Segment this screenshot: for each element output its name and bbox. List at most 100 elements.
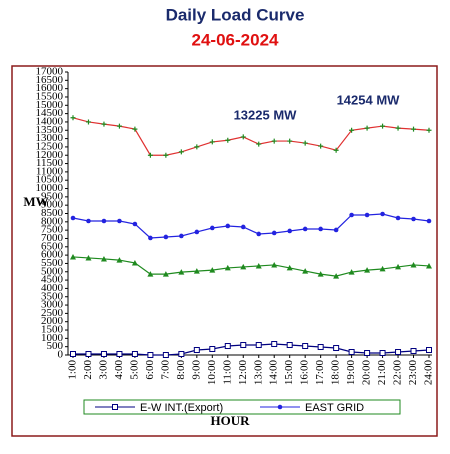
y-tick-label: 3500 [41, 290, 64, 302]
y-tick-label: 500 [47, 340, 64, 352]
marker [85, 119, 91, 125]
marker [163, 234, 169, 240]
marker [147, 271, 154, 277]
legend-label: EAST GRID [305, 402, 364, 414]
x-tick-label: 17:00 [314, 360, 326, 386]
series-line [73, 343, 430, 356]
marker [70, 115, 76, 121]
marker [132, 221, 138, 227]
marker [116, 257, 123, 263]
y-tick-label: 1500 [41, 324, 64, 336]
marker [101, 218, 107, 224]
marker [101, 121, 107, 127]
x-tick-label: 1:00 [67, 360, 79, 380]
marker [256, 231, 262, 237]
y-tick-label: 7000 [41, 232, 64, 244]
marker [426, 218, 432, 224]
y-tick-label: 2500 [41, 307, 64, 319]
marker [148, 235, 153, 241]
y-tick-label: 16000 [36, 82, 64, 94]
marker [364, 267, 371, 273]
marker [302, 140, 308, 146]
x-tick-label: 11:00 [221, 360, 233, 385]
marker [147, 152, 153, 158]
marker [132, 126, 138, 132]
marker [194, 144, 200, 150]
marker [100, 351, 107, 358]
marker [162, 271, 169, 277]
y-tick-label: 2000 [41, 315, 64, 327]
x-tick-label: 10:00 [206, 360, 218, 386]
marker [395, 263, 402, 270]
legend [83, 399, 401, 415]
y-tick-label: 14000 [36, 115, 64, 127]
marker [410, 261, 417, 268]
marker [426, 347, 432, 354]
marker [318, 143, 324, 149]
marker [302, 226, 308, 232]
marker [209, 139, 215, 145]
annotation: 14254 MW [337, 92, 401, 107]
y-tick-label: 6500 [41, 240, 64, 252]
x-tick-label: 24:00 [423, 360, 435, 386]
marker [349, 127, 355, 133]
y-tick-label: 16500 [36, 74, 64, 86]
marker [86, 218, 91, 224]
marker [411, 126, 417, 132]
marker [100, 255, 107, 262]
x-tick-label: 13:00 [252, 360, 264, 386]
marker [426, 262, 432, 269]
x-tick-label: 5:00 [128, 360, 140, 380]
marker [286, 342, 293, 349]
y-tick-label: 0 [58, 349, 64, 361]
y-tick-label: 9500 [41, 190, 64, 202]
x-tick-label: 22:00 [392, 360, 404, 386]
marker [209, 346, 216, 353]
y-tick-label: 11000 [36, 165, 64, 177]
marker [240, 263, 247, 270]
marker [131, 259, 138, 266]
y-tick-label: 3000 [41, 299, 64, 311]
marker [364, 212, 370, 218]
marker [85, 254, 92, 261]
x-tick-label: 23:00 [407, 360, 419, 386]
legend-label: E-W INT.(Export) [140, 402, 223, 414]
x-tick-label: 18:00 [330, 360, 342, 386]
marker [85, 351, 92, 358]
marker [271, 261, 278, 268]
x-tick-label: 14:00 [268, 360, 280, 386]
y-tick-label: 15500 [36, 91, 64, 103]
marker [333, 227, 339, 233]
marker [395, 215, 401, 221]
marker [131, 351, 138, 358]
x-tick-label: 3:00 [97, 360, 109, 380]
y-tick-label: 4500 [41, 274, 64, 286]
marker [255, 262, 262, 269]
marker [333, 147, 339, 153]
x-axis-label: HOUR [211, 413, 251, 428]
marker [317, 271, 324, 277]
marker [70, 253, 76, 260]
marker [271, 230, 277, 236]
x-tick-label: 7:00 [159, 360, 171, 380]
y-tick-label: 5000 [41, 265, 64, 277]
marker [364, 125, 370, 131]
y-tick-label: 4000 [41, 282, 64, 294]
marker [333, 345, 340, 352]
marker [162, 352, 169, 358]
marker [147, 352, 154, 358]
marker [224, 343, 231, 350]
annotation: 13225 MW [234, 107, 298, 122]
marker [117, 218, 122, 224]
marker [380, 123, 386, 129]
x-tick-label: 6:00 [144, 360, 156, 380]
x-tick-label: 21:00 [376, 360, 388, 386]
marker [240, 224, 246, 230]
marker [194, 229, 200, 235]
marker [256, 141, 262, 147]
y-tick-label: 8000 [41, 215, 64, 227]
marker [317, 344, 324, 351]
marker [318, 226, 323, 232]
chart-subtitle: 24-06-2024 [192, 30, 280, 49]
x-tick-label: 12:00 [237, 360, 249, 386]
